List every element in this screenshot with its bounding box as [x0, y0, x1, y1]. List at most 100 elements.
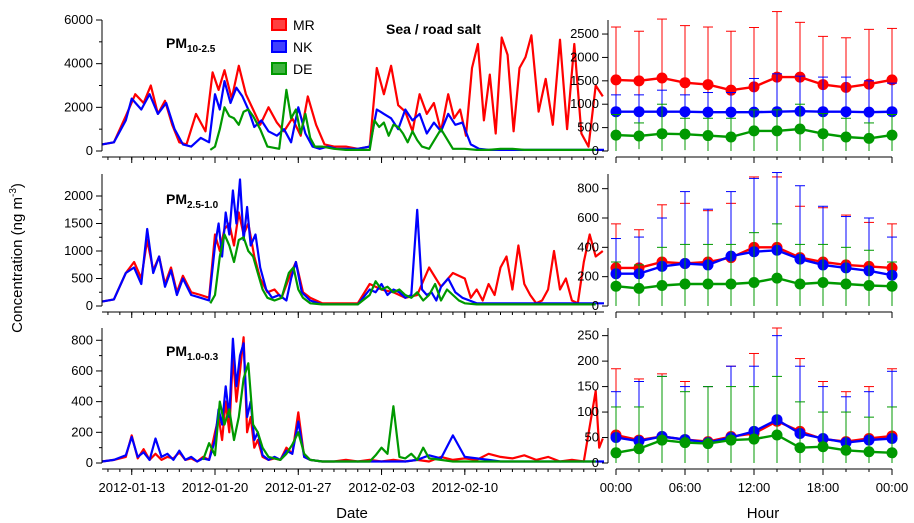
diurnal-point-de — [702, 438, 714, 450]
y-tick-label: 6000 — [64, 12, 93, 27]
diurnal-point-de — [840, 444, 852, 456]
y-tick-label: 0 — [592, 143, 599, 158]
ts-pm10-series — [101, 34, 604, 151]
diurnal-point-de — [656, 434, 668, 446]
diurnal-point-de — [886, 129, 898, 141]
y-tick-label: 400 — [577, 239, 599, 254]
diurnal-point-de — [679, 437, 691, 449]
y-tick-label: 2000 — [570, 49, 599, 64]
diurnal-point-de — [771, 125, 783, 137]
diurnal-point-de — [886, 280, 898, 292]
diurnal-point-de — [817, 128, 829, 140]
legend-label-de: DE — [293, 61, 312, 77]
x-tick-label: 12:00 — [738, 480, 771, 495]
diurnal-point-de — [679, 278, 691, 290]
diurnal-point-de — [610, 447, 622, 459]
y-tick-label: 50 — [585, 430, 599, 445]
diurnal-panel-pm1: 0 50 100 150 200 250 00:00 06:00 12:00 18:00 00:00 — [577, 327, 909, 495]
diurnal-point-de — [725, 434, 737, 446]
legend-swatch-mr — [271, 18, 287, 31]
diurnal-point-de — [633, 282, 645, 294]
diurnal-point-mr — [679, 77, 691, 89]
diurnal-point-de — [610, 129, 622, 141]
series-line-de — [209, 233, 596, 306]
diurnal-point-nk — [840, 106, 852, 118]
diurnal-point-de — [633, 443, 645, 455]
series-line-de — [202, 362, 596, 463]
ts-panel-pm10: 0 2000 4000 6000 PM10-2.5 Sea / road salt — [64, 12, 604, 163]
y-tick-label: 0 — [86, 143, 93, 158]
y-tick-label: 0 — [86, 298, 93, 313]
diurnal-point-de — [656, 128, 668, 140]
y-tick-label: 500 — [71, 271, 93, 286]
diurnal-point-de — [633, 130, 645, 142]
x-tick-label: 2012-02-10 — [432, 480, 499, 495]
diurnal-point-de — [748, 277, 760, 289]
x-tick-label: 00:00 — [876, 480, 909, 495]
x-tick-label: 18:00 — [807, 480, 840, 495]
y-tick-label: 600 — [71, 363, 93, 378]
diurnal-point-de — [886, 447, 898, 459]
y-axis-title: Concentration (ng m-3) — [8, 183, 26, 333]
y-tick-label: 400 — [71, 394, 93, 409]
ts-pm25-axes: 0 500 1000 1500 2000 — [64, 174, 604, 318]
x-tick-label: 2012-01-27 — [265, 480, 332, 495]
y-tick-label: 600 — [577, 210, 599, 225]
y-tick-label: 1500 — [64, 216, 93, 231]
diurnal-point-nk — [817, 106, 829, 118]
x-tick-label: 2012-01-13 — [98, 480, 165, 495]
diurnal-point-mr — [886, 74, 898, 86]
y-tick-label: 2000 — [64, 99, 93, 114]
diurnal-point-de — [840, 278, 852, 290]
diurnal-point-de — [610, 280, 622, 292]
y-tick-label: 150 — [577, 379, 599, 394]
y-tick-label: 800 — [577, 181, 599, 196]
legend-label-nk: NK — [293, 39, 313, 55]
ts-pm10-axes: 0 2000 4000 6000 — [64, 12, 604, 163]
y-tick-label: 100 — [577, 404, 599, 419]
diurnal-point-de — [794, 123, 806, 135]
y-tick-label: 200 — [577, 269, 599, 284]
diurnal-point-de — [771, 429, 783, 441]
series-line-de — [209, 88, 596, 151]
y-tick-label: 500 — [577, 120, 599, 135]
y-tick-label: 2000 — [64, 188, 93, 203]
y-tick-label: 1000 — [64, 243, 93, 258]
panel-label-pm10: PM10-2.5 — [166, 35, 216, 55]
diurnal-panel-pm25: 0 200 400 600 800 — [577, 172, 898, 318]
legend: MR NK DE — [271, 17, 315, 77]
diurnal-point-de — [656, 279, 668, 291]
diurnal-point-de — [748, 125, 760, 137]
diurnal-point-de — [725, 131, 737, 143]
diurnal-point-nk — [633, 106, 645, 118]
diurnal-point-mr — [610, 74, 622, 86]
ts-pm25-series — [101, 178, 604, 306]
diurnal-point-de — [863, 446, 875, 458]
diurnal-point-de — [817, 277, 829, 289]
diurnal-point-de — [863, 279, 875, 291]
series-line-mr — [101, 211, 604, 305]
diurnal-point-de — [679, 128, 691, 140]
diurnal-point-de — [702, 130, 714, 142]
legend-label-mr: MR — [293, 17, 315, 33]
series-line-nk — [101, 178, 604, 306]
y-tick-label: 1500 — [570, 73, 599, 88]
ts-pm1-axes: 0 200 400 600 800 2012-01-13 2012-01-20 2012-01… — [71, 328, 604, 495]
diurnal-point-de — [748, 433, 760, 445]
y-tick-label: 250 — [577, 328, 599, 343]
legend-swatch-nk — [271, 40, 287, 53]
series-line-mr — [101, 34, 604, 150]
y-tick-label: 200 — [71, 424, 93, 439]
x-tick-label: 06:00 — [669, 480, 702, 495]
diurnal-point-de — [817, 441, 829, 453]
diurnal-point-mr — [702, 79, 714, 91]
diurnal-point-mr — [633, 75, 645, 87]
diurnal-point-de — [840, 131, 852, 143]
diurnal-point-nk — [679, 106, 691, 118]
diurnal-point-nk — [863, 106, 875, 118]
chart-title: Sea / road salt — [386, 21, 481, 37]
y-tick-label: 2500 — [570, 26, 599, 41]
x-tick-label: 2012-02-03 — [348, 480, 415, 495]
